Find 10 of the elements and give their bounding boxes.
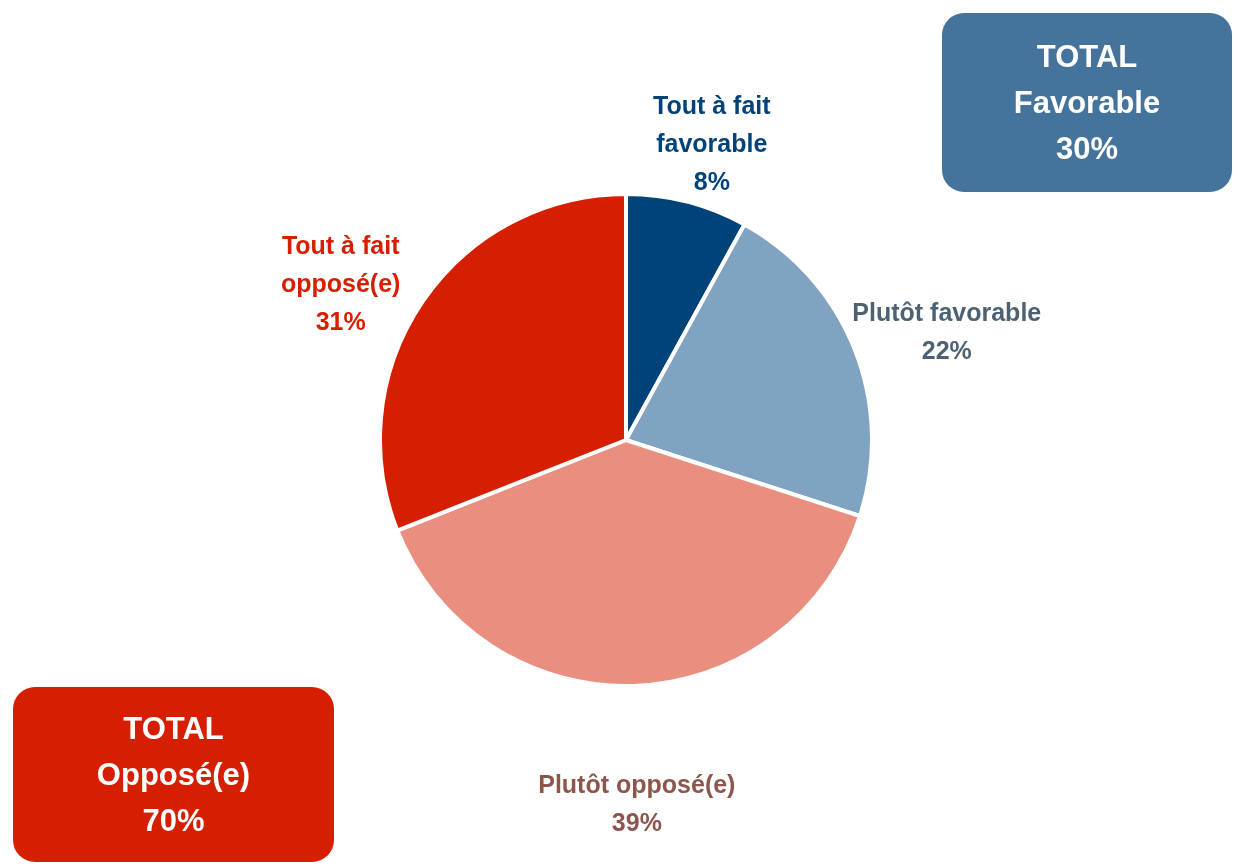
slice-label: Plutôt favorable [852, 298, 1042, 326]
label-box: TOTAL Opposé(e) 70% [13, 687, 334, 862]
slice-label: Plutôt opposé(e) [538, 769, 736, 798]
data-label: 22% [921, 336, 972, 364]
slice-label: Tout à fait favorable [653, 90, 772, 157]
data-label: 39% [611, 807, 662, 836]
label-box: TOTAL Favorable 30% [942, 13, 1232, 192]
data-label: 31% [315, 307, 366, 336]
slice-label: Tout à fait opposé(e) [280, 231, 401, 298]
data-label: 8% [693, 166, 730, 195]
